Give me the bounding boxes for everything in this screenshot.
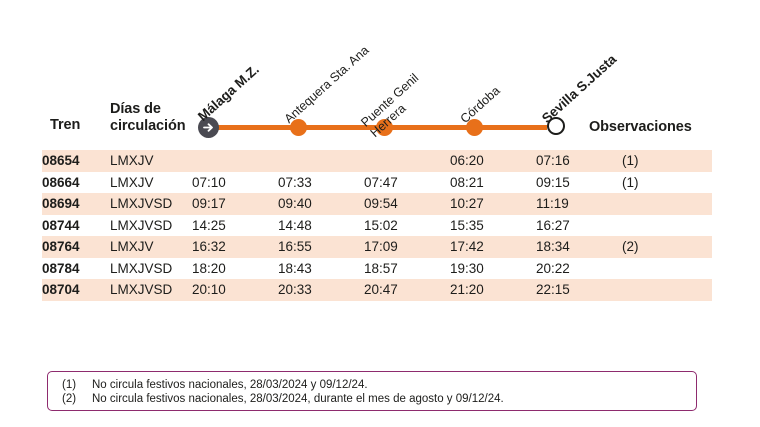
time-antequera: 14:48	[278, 214, 364, 236]
time-malaga	[192, 150, 278, 172]
table-row: 08704 LMXJVSD 20:10 20:33 20:47 21:20 22:15	[42, 279, 712, 301]
time-antequera: 16:55	[278, 236, 364, 258]
time-antequera	[278, 150, 364, 172]
observation-mark: (2)	[622, 236, 712, 258]
observation-mark	[622, 257, 712, 279]
days-of-operation: LMXJVSD	[110, 193, 192, 215]
table-row: 08694 LMXJVSD 09:17 09:40 09:54 10:27 11:19	[42, 193, 712, 215]
time-malaga: 14:25	[192, 214, 278, 236]
train-number: 08704	[42, 279, 110, 301]
time-cordoba: 17:42	[450, 236, 536, 258]
timetable: 08654 LMXJV 06:20 07:16 (1) 08664 LMXJV 07:10 07…	[42, 150, 712, 301]
timetable-container: 08654 LMXJV 06:20 07:16 (1) 08664 LMXJV 07:10 07…	[42, 150, 712, 301]
table-row: 08654 LMXJV 06:20 07:16 (1)	[42, 150, 712, 172]
time-antequera: 09:40	[278, 193, 364, 215]
days-of-operation: LMXJV	[110, 171, 192, 193]
arrow-right-circle-icon	[198, 117, 219, 138]
time-malaga: 20:10	[192, 279, 278, 301]
time-malaga: 16:32	[192, 236, 278, 258]
time-sevilla: 11:19	[536, 193, 622, 215]
train-number: 08744	[42, 214, 110, 236]
time-sevilla: 07:16	[536, 150, 622, 172]
observation-mark: (1)	[622, 171, 712, 193]
table-row: 08744 LMXJVSD 14:25 14:48 15:02 15:35 16:27	[42, 214, 712, 236]
time-puente-genil: 09:54	[364, 193, 450, 215]
column-header-dias-line1: Días de	[110, 101, 161, 117]
time-cordoba: 21:20	[450, 279, 536, 301]
table-row: 08764 LMXJV 16:32 16:55 17:09 17:42 18:34 (2)	[42, 236, 712, 258]
time-puente-genil: 15:02	[364, 214, 450, 236]
column-header-dias-circulacion: Días de circulación	[110, 101, 186, 135]
table-row: 08784 LMXJVSD 18:20 18:43 18:57 19:30 20:22	[42, 257, 712, 279]
time-sevilla: 16:27	[536, 214, 622, 236]
stop-dot-antequera	[290, 119, 307, 136]
days-of-operation: LMXJVSD	[110, 214, 192, 236]
time-puente-genil: 20:47	[364, 279, 450, 301]
train-number: 08784	[42, 257, 110, 279]
time-antequera: 20:33	[278, 279, 364, 301]
train-number: 08694	[42, 193, 110, 215]
station-label-malaga: Málaga M.Z.	[194, 61, 262, 124]
train-number: 08664	[42, 171, 110, 193]
observation-mark	[622, 193, 712, 215]
time-cordoba: 19:30	[450, 257, 536, 279]
station-label-antequera: Antequera Sta. Ana	[281, 43, 372, 126]
time-malaga: 07:10	[192, 171, 278, 193]
time-puente-genil: 18:57	[364, 257, 450, 279]
days-of-operation: LMXJVSD	[110, 279, 192, 301]
station-label-cordoba: Córdoba	[457, 83, 503, 126]
time-cordoba: 08:21	[450, 171, 536, 193]
note-mark-2: (2)	[62, 393, 77, 405]
observation-mark: (1)	[622, 150, 712, 172]
note-item-1: (1) No circula festivos nacionales, 28/03…	[62, 379, 368, 391]
notes-box: (1) No circula festivos nacionales, 28/03…	[47, 371, 697, 411]
stop-dot-cordoba	[466, 119, 483, 136]
observation-mark	[622, 279, 712, 301]
route-header: Tren Días de circulación Observaciones M…	[0, 0, 760, 150]
stop-dot-puente-genil	[376, 119, 393, 136]
time-sevilla: 18:34	[536, 236, 622, 258]
time-puente-genil: 07:47	[364, 171, 450, 193]
time-cordoba: 15:35	[450, 214, 536, 236]
time-malaga: 18:20	[192, 257, 278, 279]
time-puente-genil	[364, 150, 450, 172]
note-item-2: (2) No circula festivos nacionales, 28/03…	[62, 393, 504, 405]
table-row: 08664 LMXJV 07:10 07:33 07:47 08:21 09:15 (1)	[42, 171, 712, 193]
time-sevilla: 20:22	[536, 257, 622, 279]
column-header-dias-line2: circulación	[110, 118, 186, 134]
note-mark-1: (1)	[62, 379, 77, 391]
terminus-circle-sevilla	[547, 117, 565, 135]
train-number: 08654	[42, 150, 110, 172]
time-cordoba: 10:27	[450, 193, 536, 215]
time-puente-genil: 17:09	[364, 236, 450, 258]
time-sevilla: 09:15	[536, 171, 622, 193]
days-of-operation: LMXJV	[110, 236, 192, 258]
days-of-operation: LMXJVSD	[110, 257, 192, 279]
train-number: 08764	[42, 236, 110, 258]
station-label-sevilla: Sevilla S.Justa	[538, 51, 620, 126]
time-sevilla: 22:15	[536, 279, 622, 301]
note-text-2: No circula festivos nacionales, 28/03/20…	[92, 393, 504, 405]
column-header-tren: Tren	[50, 117, 81, 133]
time-antequera: 18:43	[278, 257, 364, 279]
time-cordoba: 06:20	[450, 150, 536, 172]
time-malaga: 09:17	[192, 193, 278, 215]
observation-mark	[622, 214, 712, 236]
column-header-observaciones: Observaciones	[589, 119, 692, 135]
note-text-1: No circula festivos nacionales, 28/03/20…	[92, 379, 368, 391]
days-of-operation: LMXJV	[110, 150, 192, 172]
time-antequera: 07:33	[278, 171, 364, 193]
